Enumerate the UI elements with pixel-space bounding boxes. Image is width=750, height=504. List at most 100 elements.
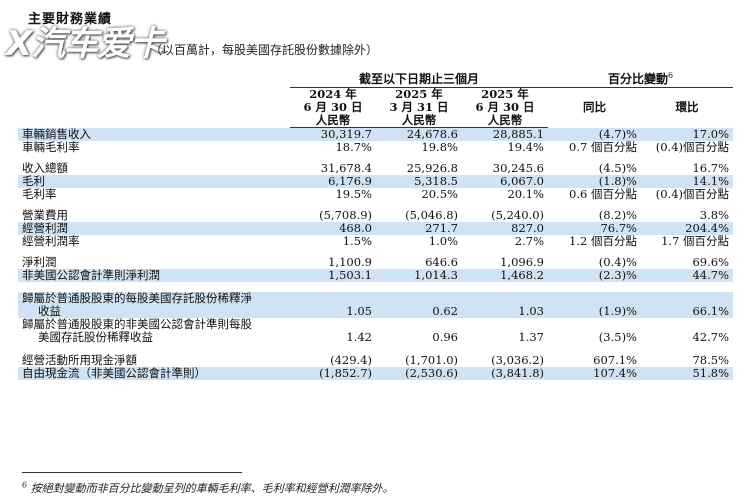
row-value	[462, 292, 548, 305]
row-value: 1,503.1	[290, 269, 376, 282]
row-value: 51.8%	[641, 367, 734, 380]
row-value: 0.7 個百分點	[569, 140, 637, 154]
row-value: 19.4%	[507, 140, 544, 154]
row-label: 經營利潤率	[22, 234, 80, 248]
column-header-2025-q2: 2025 年 6 月 30 日 人民幣	[462, 87, 548, 128]
row-label: 營業費用	[22, 208, 68, 222]
row-value: 1.0%	[428, 234, 458, 248]
row-label: 收益	[18, 305, 290, 318]
row-value: (4.7)%	[548, 127, 641, 141]
row-value: 204.4%	[641, 222, 734, 235]
row-value: 607.1%	[593, 353, 637, 367]
row-value: (3,036.2)	[491, 353, 544, 367]
table-row: 自由現金流（非美國公認會計準則） (1,852.7) (2,530.6) (3,…	[18, 367, 734, 380]
table-row: 經營活動所用現金淨額 (429.4) (1,701.0) (3,036.2) 6…	[18, 354, 733, 367]
footnote-divider	[22, 472, 242, 473]
row-value: 6,067.0	[462, 175, 548, 188]
table-row: 淨利潤 1,100.9 646.6 1,096.9 (0.4)% 69.6%	[18, 256, 733, 269]
row-value: 19.5%	[335, 187, 372, 201]
row-value: 69.6%	[692, 255, 730, 269]
row-value: (5,046.8)	[405, 208, 458, 222]
row-value: 1.2 個百分點	[569, 234, 637, 248]
row-label: 經營利潤	[18, 222, 290, 235]
table-subtitle: （以百萬計，每股美國存託股份數據除外）	[150, 43, 379, 57]
row-value: 2.7%	[514, 234, 544, 248]
row-value: 20.5%	[421, 187, 458, 201]
table-row: 經營利潤 468.0 271.7 827.0 76.7% 204.4%	[18, 222, 734, 235]
row-value: 19.8%	[421, 140, 458, 154]
row-value: 1.05	[290, 305, 376, 318]
table-row: 毛利 6,176.9 5,318.5 6,067.0 (1.8)% 14.1%	[18, 175, 734, 188]
row-value	[641, 292, 734, 305]
row-label: 淨利潤	[22, 255, 57, 269]
row-value: 1.37	[518, 330, 544, 344]
row-value	[548, 292, 641, 305]
row-value: 25,926.8	[406, 161, 458, 175]
row-value: (0.4)%	[598, 255, 637, 269]
row-value: 1,096.9	[500, 255, 544, 269]
row-value: 107.4%	[548, 367, 641, 380]
row-label: 歸屬於普通股股東的每股美國存託股份稀釋淨	[18, 292, 290, 305]
row-label: 美國存託股份稀釋收益	[38, 330, 153, 344]
section-title: 主要財務業績	[28, 12, 113, 27]
row-value	[376, 292, 462, 305]
row-value: 1.03	[462, 305, 548, 318]
row-value	[290, 292, 376, 305]
row-value: (0.4)個百分點	[655, 140, 730, 154]
row-value: 827.0	[462, 222, 548, 235]
watermark-logo: X汽车爱卡	[6, 24, 164, 64]
row-label: 經營活動所用現金淨額	[22, 353, 137, 367]
row-value: 0.62	[376, 305, 462, 318]
row-label: 毛利率	[22, 187, 57, 201]
row-value: (1,701.0)	[405, 353, 458, 367]
row-label: 自由現金流（非美國公認會計準則）	[18, 367, 290, 380]
financial-results-table: 截至以下日期止三個月 百分比變動6 2024 年 6 月 30 日 人民幣 20…	[18, 70, 734, 380]
row-label: 歸屬於普通股股東的非美國公認會計準則每股	[22, 317, 252, 331]
row-value: 5,318.5	[376, 175, 462, 188]
row-value: 66.1%	[641, 305, 734, 318]
row-value: (3.5)%	[598, 330, 637, 344]
row-value: 30,319.7	[290, 127, 376, 141]
row-value: 78.5%	[692, 353, 730, 367]
period-group-header: 截至以下日期止三個月	[290, 70, 548, 88]
row-value: 24,678.6	[376, 127, 462, 141]
row-value: 17.0%	[641, 127, 734, 141]
table-row: 車輛毛利率 18.7% 19.8% 19.4% 0.7 個百分點 (0.4)個百…	[18, 141, 733, 154]
row-value: 3.8%	[699, 208, 730, 222]
row-value: 18.7%	[335, 140, 372, 154]
row-value: (4.5)%	[598, 161, 637, 175]
table-row: 收入總額 31,678.4 25,926.8 30,245.6 (4.5)% 1…	[18, 162, 733, 175]
table-row: 非美國公認會計準則淨利潤 1,503.1 1,014.3 1,468.2 (2.…	[18, 269, 734, 282]
table-row: 美國存託股份稀釋收益 1.42 0.96 1.37 (3.5)% 42.7%	[18, 331, 733, 344]
row-value: 31,678.4	[320, 161, 372, 175]
table-row: 經營利潤率 1.5% 1.0% 2.7% 1.2 個百分點 1.7 個百分點	[18, 235, 733, 248]
footnote: 6 按絕對變動而非百分比變動呈列的車輛毛利率、毛利率和經營利潤率除外。	[22, 480, 394, 495]
row-value: 28,885.1	[462, 127, 548, 141]
table-row: 毛利率 19.5% 20.5% 20.1% 0.6 個百分點 (0.4)個百分點	[18, 188, 733, 201]
row-value: 30,245.6	[492, 161, 544, 175]
row-value: 20.1%	[507, 187, 544, 201]
row-label: 車輛毛利率	[22, 140, 80, 154]
row-value: (2.3)%	[548, 269, 641, 282]
column-header-2025-q1: 2025 年 3 月 31 日 人民幣	[376, 87, 462, 128]
row-value: 1.42	[346, 330, 372, 344]
row-value: 468.0	[290, 222, 376, 235]
table-row-label-line: 歸屬於普通股股東的非美國公認會計準則每股	[18, 318, 733, 331]
row-label: 毛利	[18, 175, 290, 188]
column-header-2024-q2: 2024 年 6 月 30 日 人民幣	[290, 87, 376, 128]
row-value: (1.9)%	[548, 305, 641, 318]
qoq-header: 環比	[675, 100, 699, 115]
change-group-header: 百分比變動6	[548, 70, 734, 88]
row-value: (0.4)個百分點	[655, 187, 730, 201]
row-value: (5,708.9)	[319, 208, 372, 222]
row-value: 76.7%	[548, 222, 641, 235]
row-value: (2,530.6)	[376, 367, 462, 380]
yoy-header: 同比	[583, 100, 606, 115]
row-label: 非美國公認會計準則淨利潤	[18, 269, 290, 282]
table-row-label-line: 歸屬於普通股股東的每股美國存託股份稀釋淨	[18, 292, 734, 305]
row-value: (8.2)%	[598, 208, 637, 222]
row-value: 0.96	[432, 330, 458, 344]
table-row: 營業費用 (5,708.9) (5,046.8) (5,240.0) (8.2)…	[18, 209, 733, 222]
row-value: (5,240.0)	[491, 208, 544, 222]
row-value: 42.7%	[692, 330, 730, 344]
